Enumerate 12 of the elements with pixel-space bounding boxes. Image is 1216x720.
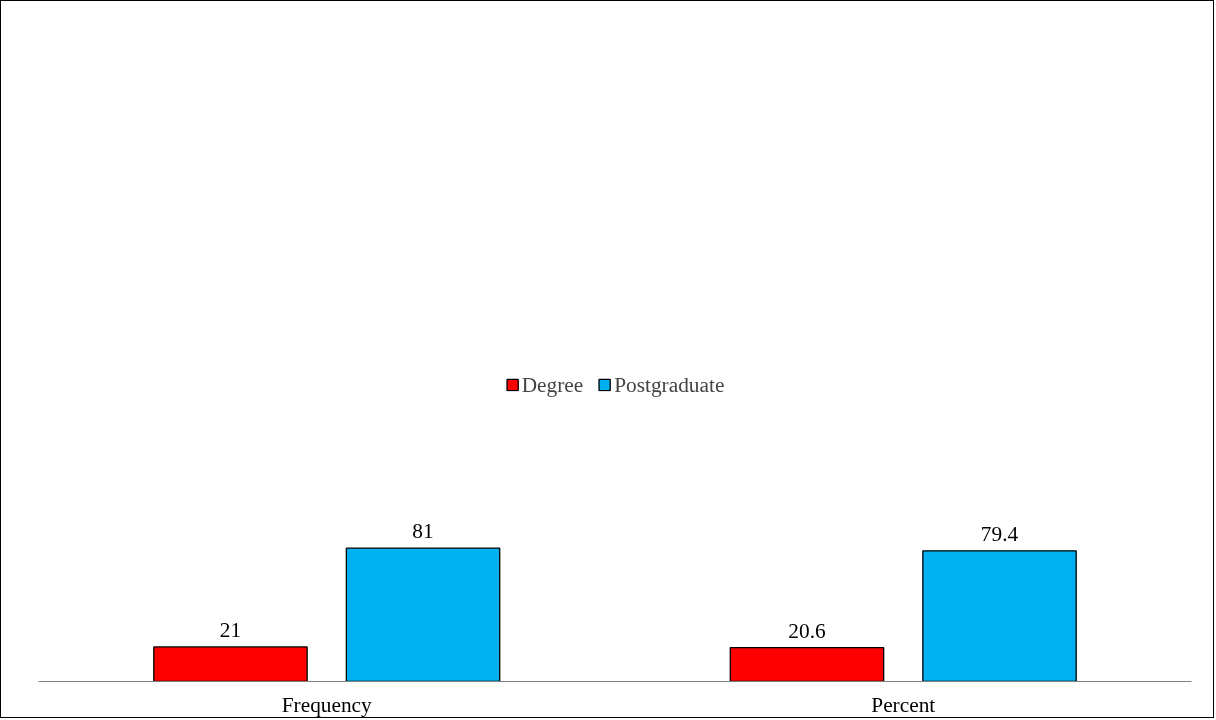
bar [345,547,501,682]
legend-label: Postgraduate [614,372,725,398]
x-tick-label: Frequency [281,692,373,717]
bar [922,550,1077,682]
data-label: 21 [219,617,242,642]
legend-label: Degree [521,372,584,398]
bar [153,646,308,682]
data-label: 81 [412,519,434,544]
data-label: 79.4 [980,521,1019,546]
x-tick-label: Percent [871,692,936,717]
bar [729,646,885,682]
data-label: 20.6 [788,618,826,643]
